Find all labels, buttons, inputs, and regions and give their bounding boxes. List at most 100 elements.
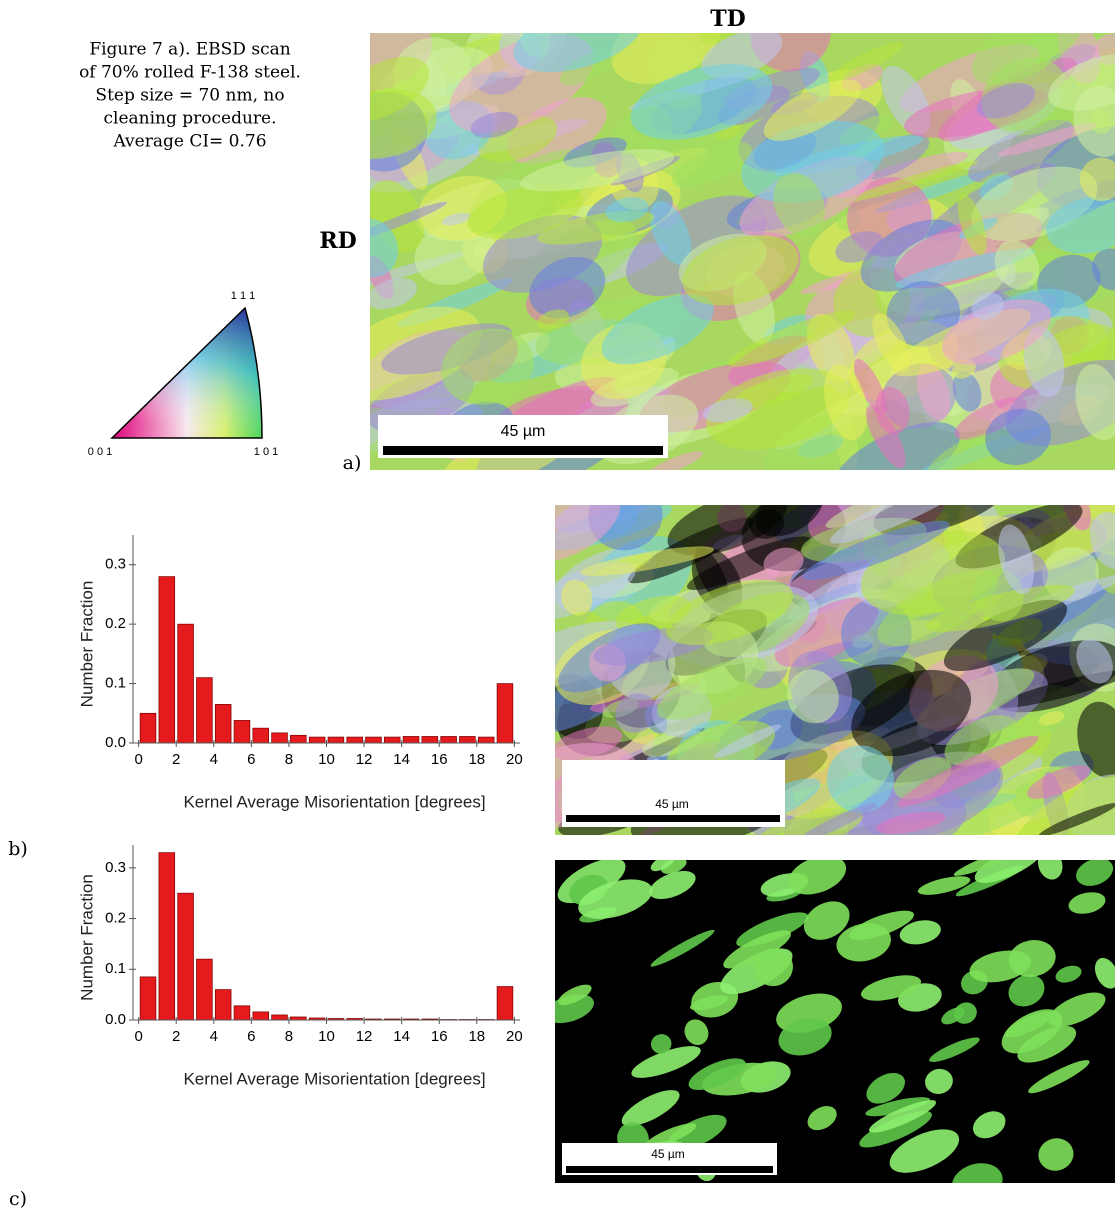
grain [650, 1034, 672, 1054]
grain [974, 860, 1044, 883]
x-tick-label: 14 [393, 1028, 410, 1045]
grain [648, 451, 703, 470]
grain [865, 405, 906, 469]
grain [1038, 711, 1065, 726]
bar [177, 623, 194, 744]
grain [1055, 965, 1082, 983]
caption-line: Step size = 70 nm, no [95, 86, 284, 106]
scale-bar [378, 415, 668, 458]
grain [998, 524, 1034, 595]
x-tick-label: 0 [134, 751, 142, 768]
grain [865, 1097, 931, 1117]
bar [196, 677, 213, 744]
grain [897, 735, 1039, 808]
scale-label: 45 µm [655, 797, 689, 811]
grain [1090, 512, 1115, 569]
td-label: TD [710, 6, 745, 32]
y-tick-label: 0.3 [105, 859, 126, 876]
grain [558, 984, 592, 1006]
y-tick-label: 0.2 [105, 910, 126, 927]
x-tick-label: 16 [431, 1028, 448, 1045]
grain [578, 879, 653, 919]
grain [555, 505, 621, 562]
bar [158, 576, 176, 744]
bar [271, 1014, 288, 1021]
rd-label: RD [319, 228, 356, 254]
grain [943, 599, 1068, 672]
panel-label: c) [9, 1188, 27, 1210]
x-axis-label: Kernel Average Misorientation [degrees] [183, 1069, 485, 1088]
grain [827, 42, 903, 83]
chart: 0.0 0.1 0.2 0.3 0 2 4 6 8 10 12 14 16 18 20 Kernel Aver… [77, 535, 523, 811]
ipf-label: 1 0 1 [254, 446, 278, 458]
grain [868, 1100, 937, 1133]
grain [615, 693, 658, 733]
caption-line: Figure 7 a). EBSD scan [89, 40, 290, 60]
x-axis-label: Kernel Average Misorientation [degrees] [183, 792, 485, 811]
grain [529, 256, 606, 319]
ebsd-map [370, 33, 1115, 470]
bar [233, 720, 251, 744]
x-tick-label: 18 [468, 751, 485, 768]
grain [684, 1019, 709, 1046]
grain [688, 1058, 746, 1091]
ipf-label: 1 1 1 [231, 290, 255, 302]
bar [477, 736, 495, 744]
grain [952, 371, 982, 412]
grain [916, 363, 951, 421]
ebsd-map [555, 860, 1115, 1183]
grain [1048, 53, 1115, 111]
y-tick-label: 0.0 [105, 734, 126, 751]
grain [836, 923, 891, 962]
grain [714, 724, 782, 758]
bar [139, 712, 157, 744]
bar [158, 852, 176, 1021]
grain [1075, 363, 1115, 441]
grain [861, 975, 922, 1001]
scale-label: 45 µm [651, 1147, 685, 1161]
grain [656, 657, 767, 720]
bar [252, 1011, 269, 1021]
bar [252, 727, 269, 744]
grain [753, 948, 793, 987]
grain [1094, 957, 1115, 989]
grain [941, 299, 1052, 365]
x-tick-label: 10 [318, 751, 335, 768]
bar [271, 732, 288, 744]
grain [682, 234, 799, 306]
x-tick-label: 6 [247, 1028, 255, 1045]
grain [807, 1106, 837, 1131]
x-tick-label: 16 [431, 751, 448, 768]
grain [672, 142, 752, 188]
grain [1077, 701, 1115, 778]
grain [835, 231, 884, 263]
panel-label: a) [343, 452, 362, 474]
grain [621, 1090, 680, 1127]
caption: Figure 7 a). EBSD scan of 70% rolled F-13… [79, 40, 301, 152]
grain [699, 33, 735, 44]
grain [953, 860, 1027, 876]
grain [1008, 974, 1045, 1007]
grain [872, 313, 911, 373]
grain [537, 309, 570, 330]
grain [985, 408, 1052, 466]
bar [290, 734, 307, 744]
bar [384, 736, 401, 744]
grain [441, 212, 472, 226]
grain [889, 1129, 960, 1173]
grain [601, 294, 714, 365]
grain [866, 1072, 905, 1104]
grain [972, 1111, 1006, 1139]
panel-label: b) [8, 838, 28, 860]
grain [917, 876, 971, 895]
grain [1092, 248, 1115, 291]
chart: 0.0 0.1 0.2 0.3 0 2 4 6 8 10 12 14 16 18 20 Kernel Aver… [77, 845, 523, 1088]
x-tick-label: 4 [210, 751, 218, 768]
bar [214, 704, 232, 744]
grain [728, 310, 856, 367]
grain [705, 368, 851, 450]
grain [788, 860, 847, 895]
grain [844, 160, 979, 203]
bar [459, 736, 476, 744]
bar [496, 986, 514, 1021]
